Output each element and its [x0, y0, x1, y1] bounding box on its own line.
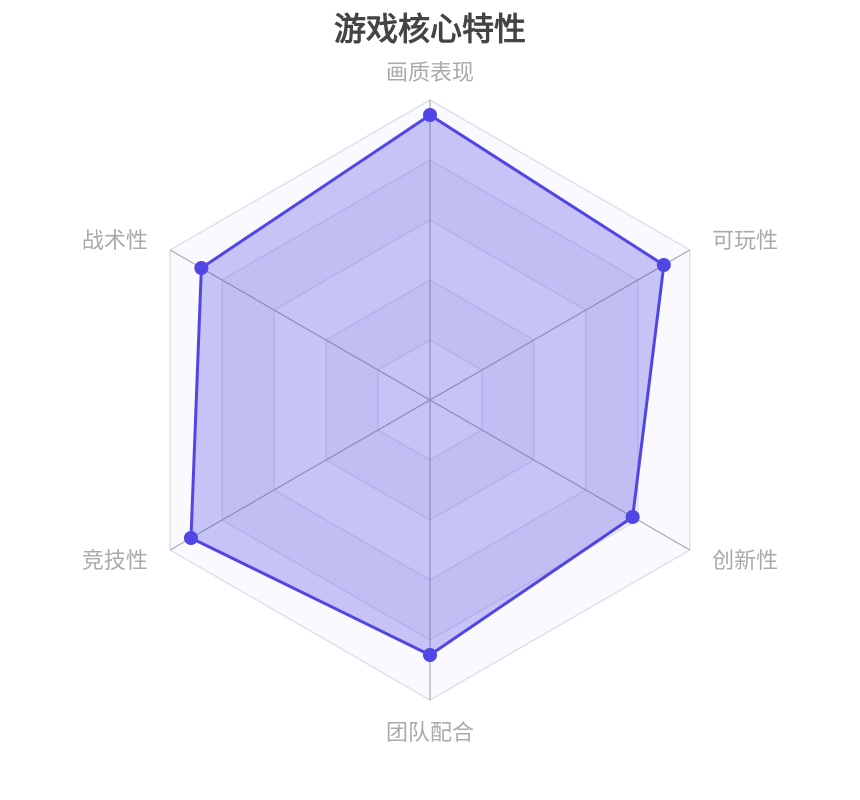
indicator-label-5: 战术性 — [82, 229, 148, 254]
data-point-2 — [625, 510, 640, 524]
axis-line-4 — [169, 399, 431, 551]
chart-title: 游戏核心特性 — [333, 10, 526, 48]
data-point-1 — [656, 258, 671, 272]
indicator-label-1: 可玩性 — [712, 229, 778, 254]
indicator-label-2: 创新性 — [712, 549, 778, 574]
indicator-label-4: 竞技性 — [82, 549, 148, 574]
axis-line-2 — [429, 399, 691, 551]
axis-line-5 — [169, 249, 431, 401]
indicator-label-3: 团队配合 — [386, 721, 474, 746]
indicator-label-0: 画质表现 — [386, 61, 474, 86]
axis-line-1 — [429, 249, 691, 401]
data-point-4 — [183, 531, 198, 545]
data-point-3 — [423, 648, 437, 662]
data-point-0 — [423, 108, 437, 122]
data-point-5 — [194, 261, 209, 275]
